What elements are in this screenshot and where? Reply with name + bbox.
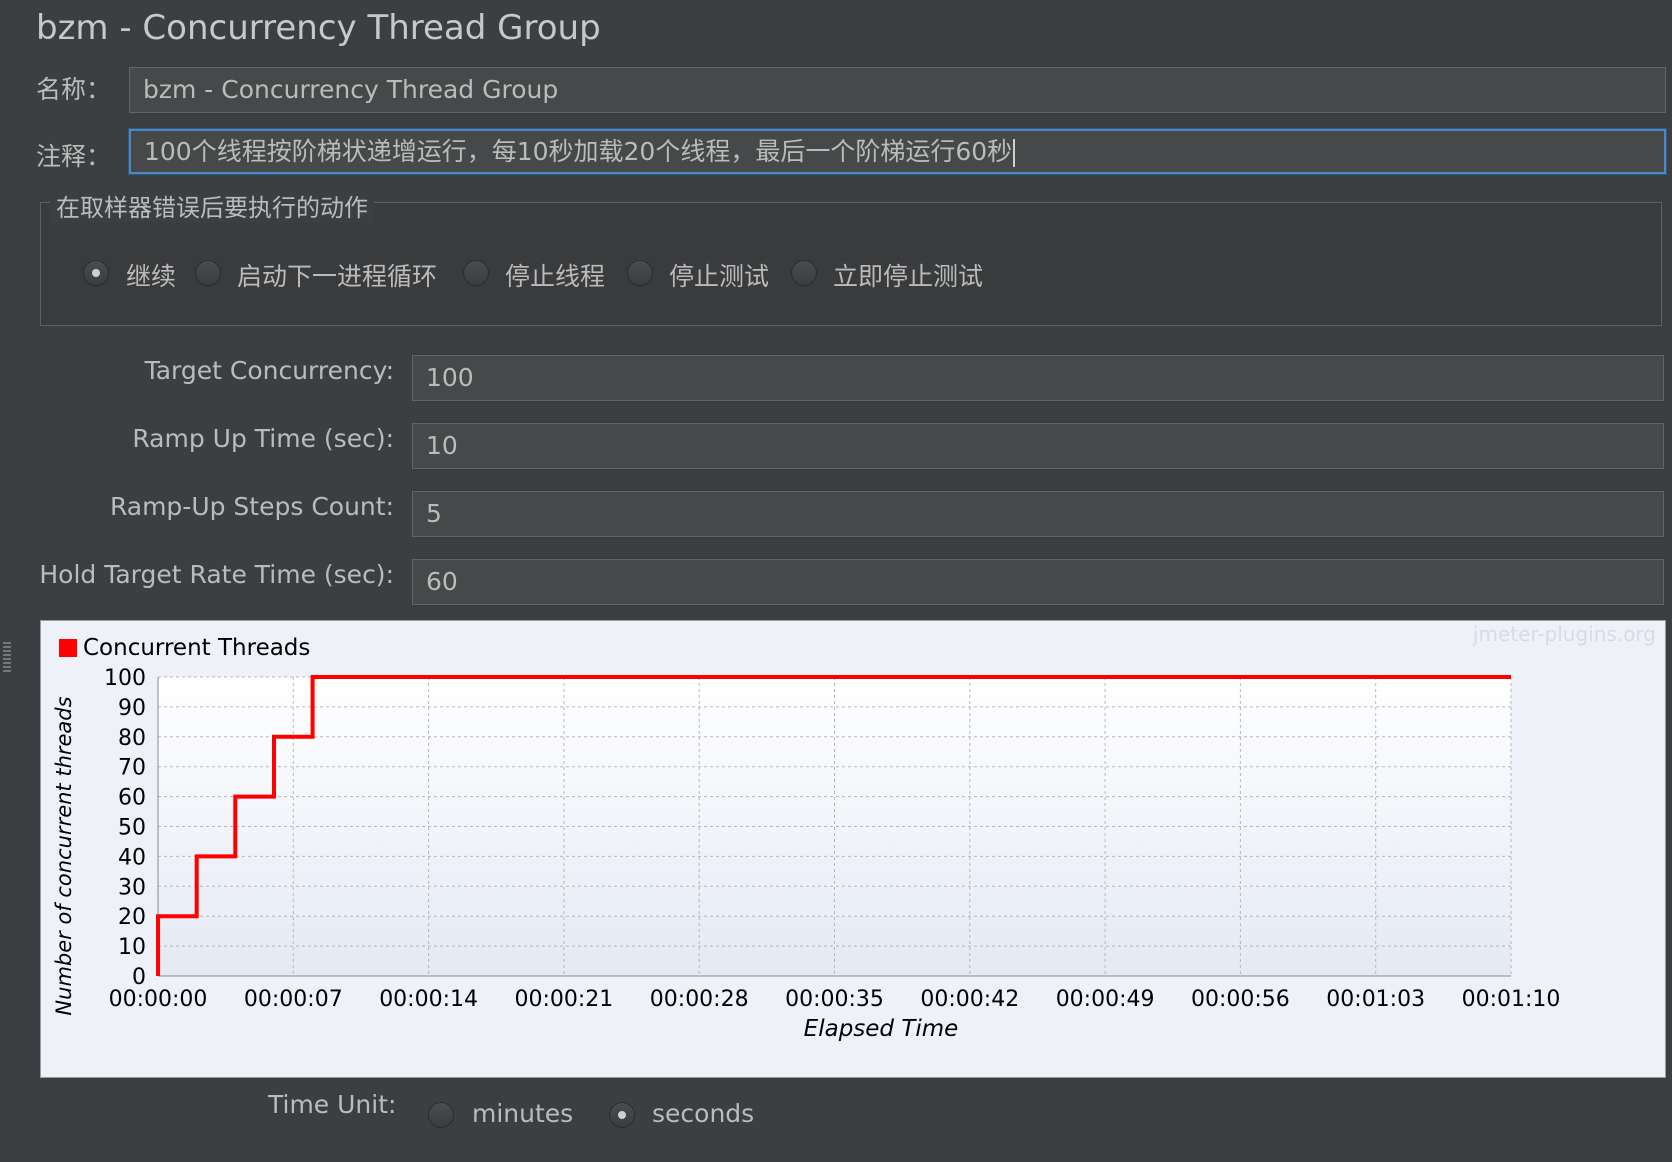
error-action-legend: 在取样器错误后要执行的动作 [50, 188, 374, 223]
radio-continue-label: 继续 [126, 262, 177, 291]
chart-canvas: 0 10 20 30 40 50 60 70 80 90 100 00:00:00 00:00:07 0… [52, 622, 1656, 1042]
text-caret [1013, 139, 1016, 167]
y-tick-label: 40 [118, 845, 146, 870]
legend-swatch [59, 639, 77, 657]
x-axis-label: Elapsed Time [804, 1016, 959, 1042]
y-tick-label: 70 [118, 756, 146, 781]
thread-schedule-chart: 0 10 20 30 40 50 60 70 80 90 100 00:00:00 00:00:07 0… [40, 620, 1666, 1078]
x-tick-label: 00:00:49 [1056, 987, 1155, 1012]
radio-stop-thread-label: 停止线程 [505, 262, 606, 291]
radio-minutes[interactable] [428, 1102, 454, 1128]
y-tick-label: 80 [118, 726, 146, 751]
radio-start-next-loop-label: 启动下一进程循环 [237, 262, 438, 291]
x-tick-label: 00:00:42 [920, 987, 1019, 1012]
series-line-concurrent-threads [156, 675, 1511, 976]
y-axis-label: Number of concurrent threads [52, 696, 76, 1015]
time-unit-label: Time Unit: [268, 1090, 397, 1119]
radio-minutes-label: minutes [472, 1099, 574, 1128]
y-tick-label: 100 [104, 666, 146, 691]
radio-stop-test-now-label: 立即停止测试 [833, 262, 984, 291]
chart-watermark: jmeter-plugins.org [1472, 622, 1656, 646]
x-tick-label: 00:00:00 [109, 987, 208, 1012]
x-tick-label: 00:00:28 [650, 987, 749, 1012]
radio-seconds-label: seconds [652, 1099, 755, 1128]
target-concurrency-input[interactable]: 100 [412, 355, 1664, 401]
name-input[interactable]: bzm - Concurrency Thread Group [129, 67, 1666, 113]
x-tick-label: 00:00:56 [1191, 987, 1290, 1012]
ramp-up-steps-label: Ramp-Up Steps Count: [109, 492, 394, 521]
x-tick-label: 00:00:07 [244, 987, 343, 1012]
panel-title: bzm - Concurrency Thread Group [36, 8, 601, 48]
radio-start-next-loop[interactable] [195, 260, 221, 286]
radio-continue[interactable] [83, 260, 109, 286]
radio-stop-thread[interactable] [463, 260, 489, 286]
x-tick-label: 00:00:14 [379, 987, 478, 1012]
y-tick-label: 10 [118, 935, 146, 960]
radio-seconds[interactable] [609, 1102, 635, 1128]
x-tick-label: 00:00:21 [514, 987, 613, 1012]
y-tick-label: 20 [118, 905, 146, 930]
y-tick-label: 50 [118, 816, 146, 841]
target-concurrency-label: Target Concurrency: [144, 356, 394, 385]
ramp-up-steps-input[interactable]: 5 [412, 491, 1664, 537]
splitter-handle[interactable] [3, 642, 11, 674]
y-tick-label: 60 [118, 786, 146, 811]
y-tick-label: 30 [118, 875, 146, 900]
comment-text: 100个线程按阶梯状递增运行，每10秒加载20个线程，最后一个阶梯运行60秒 [144, 137, 1013, 166]
legend-label: Concurrent Threads [83, 635, 310, 661]
comment-input[interactable]: 100个线程按阶梯状递增运行，每10秒加载20个线程，最后一个阶梯运行60秒 [129, 129, 1666, 174]
x-tick-label: 00:01:10 [1462, 987, 1561, 1012]
radio-stop-test-now[interactable] [791, 260, 817, 286]
y-tick-label: 0 [132, 965, 146, 990]
ramp-up-time-input[interactable]: 10 [412, 423, 1664, 469]
y-tick-label: 90 [118, 696, 146, 721]
name-label: 名称： [36, 75, 112, 104]
comment-label: 注释： [36, 142, 112, 171]
x-tick-label: 00:01:03 [1326, 987, 1425, 1012]
radio-stop-test-label: 停止测试 [669, 262, 770, 291]
radio-stop-test[interactable] [627, 260, 653, 286]
hold-target-rate-time-label: Hold Target Rate Time (sec): [39, 560, 394, 589]
ramp-up-time-label: Ramp Up Time (sec): [132, 424, 394, 453]
x-tick-label: 00:00:35 [785, 987, 884, 1012]
hold-target-rate-time-input[interactable]: 60 [412, 559, 1664, 605]
